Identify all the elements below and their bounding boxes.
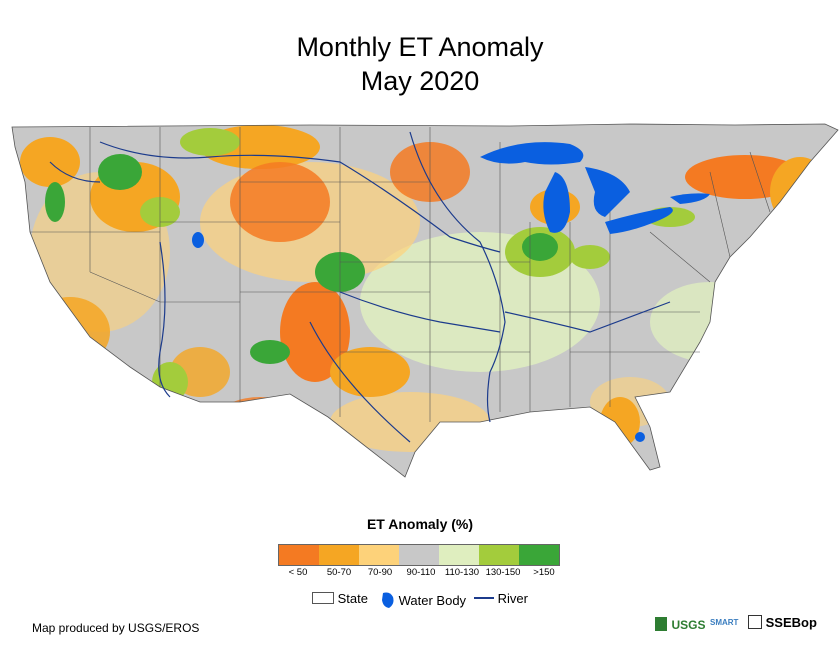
lake-okeechobee — [635, 432, 645, 442]
state-key: State — [312, 591, 368, 606]
anomaly-raster — [12, 124, 838, 477]
lake-ontario — [670, 193, 710, 204]
legend-labels: < 50 50-70 70-90 90-110 110-130 130-150 >150 — [278, 567, 564, 581]
legend-swatch — [519, 545, 559, 565]
lake-michigan — [543, 172, 570, 233]
legend-swatch — [319, 545, 359, 565]
river-key-label: River — [497, 591, 528, 606]
water-body-key: Water Body — [380, 591, 466, 609]
legend-class-label: 110-130 — [444, 567, 480, 578]
legend-title: ET Anomaly (%) — [366, 516, 474, 532]
legend-class-label: >150 — [533, 567, 555, 578]
legend-swatches — [278, 544, 560, 566]
state-boundaries — [30, 127, 771, 422]
legend-swatch — [439, 545, 479, 565]
legend-class-label: 70-90 — [367, 567, 393, 578]
usgs-logo: USGS — [655, 616, 705, 634]
great-salt-lake — [192, 232, 204, 248]
legend-swatch — [399, 545, 439, 565]
rivers — [49, 131, 671, 443]
lake-superior — [480, 142, 584, 165]
et-anomaly-map — [11, 123, 839, 478]
ssebop-logo: SSEBop — [748, 615, 817, 630]
map-subtitle: May 2020 — [360, 66, 480, 96]
credit-text: Map produced by USGS/EROS — [32, 621, 200, 635]
legend-swatch — [359, 545, 399, 565]
state-symbol — [312, 592, 334, 604]
country-outline — [11, 123, 839, 478]
lake-erie — [605, 207, 673, 234]
water-bodies — [192, 142, 710, 442]
water-body-key-label: Water Body — [398, 593, 467, 608]
legend-class-label: < 50 — [288, 567, 308, 578]
legend-class-label: 90-110 — [406, 567, 436, 578]
legend-swatch — [479, 545, 519, 565]
legend-swatch — [279, 545, 319, 565]
river-symbol — [474, 597, 494, 599]
lake-huron — [585, 167, 630, 217]
legend-class-label: 130-150 — [485, 567, 521, 578]
water-body-icon — [382, 592, 394, 608]
smart-logo: SMART — [710, 618, 739, 627]
map-title: Monthly ET Anomaly — [296, 32, 544, 62]
legend-class-label: 50-70 — [326, 567, 352, 578]
river-key: River — [474, 591, 528, 606]
state-key-label: State — [337, 591, 368, 606]
